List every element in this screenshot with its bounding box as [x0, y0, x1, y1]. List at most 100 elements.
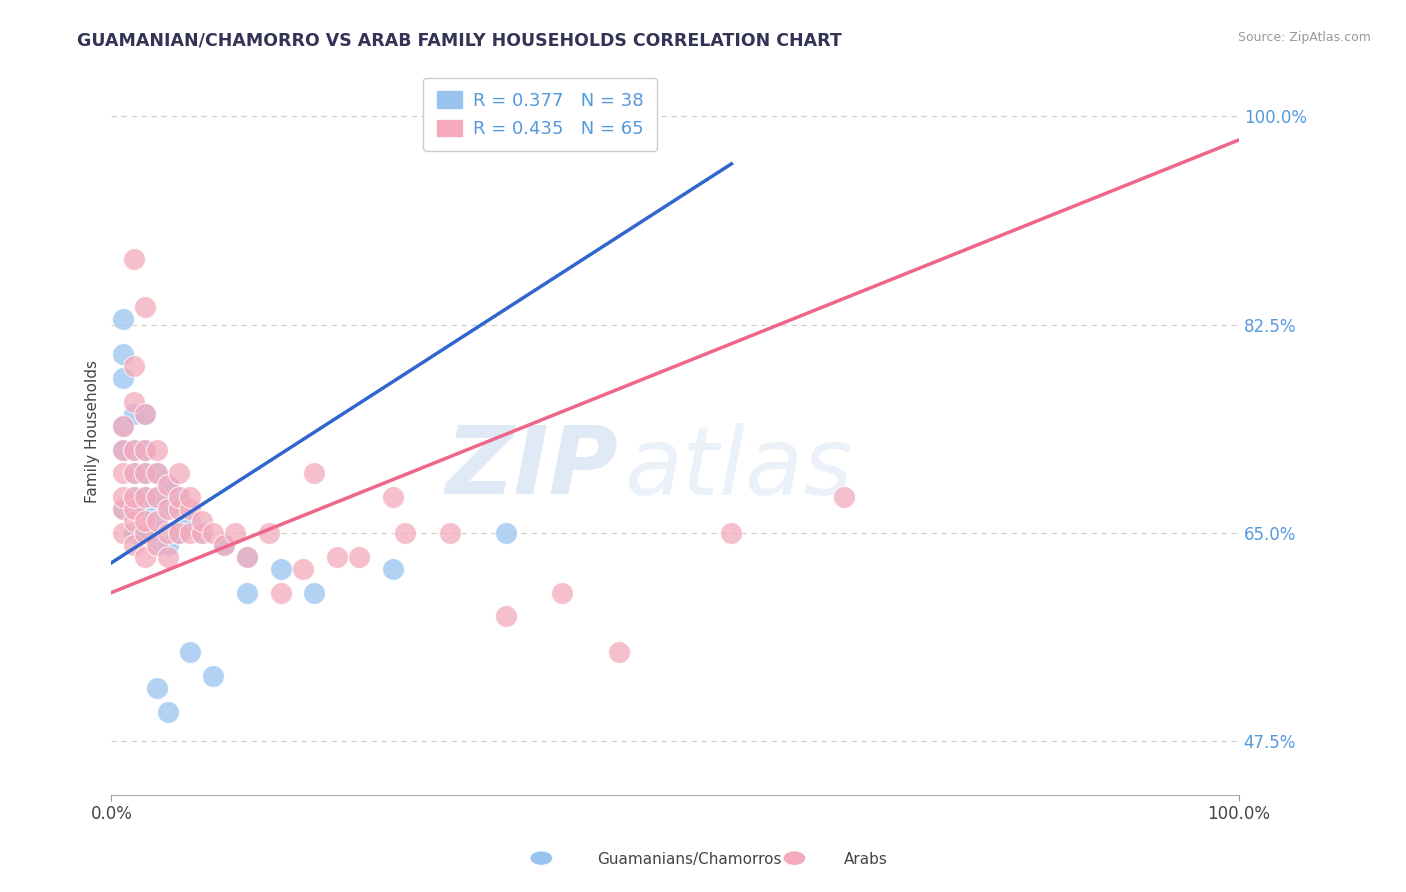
Point — [201, 669, 224, 683]
Point — [134, 549, 156, 564]
Point — [134, 300, 156, 314]
Point — [111, 502, 134, 516]
Point — [156, 526, 179, 541]
Point — [122, 359, 145, 374]
Point — [145, 681, 167, 695]
Point — [179, 514, 201, 528]
Point — [134, 442, 156, 457]
Y-axis label: Family Households: Family Households — [86, 360, 100, 503]
Point — [122, 442, 145, 457]
Point — [122, 467, 145, 481]
Point — [304, 467, 326, 481]
Point — [145, 467, 167, 481]
Point — [156, 502, 179, 516]
Point — [270, 585, 292, 599]
Point — [134, 514, 156, 528]
Point — [167, 526, 190, 541]
Point — [156, 478, 179, 492]
Point — [134, 502, 156, 516]
Point — [111, 502, 134, 516]
Point — [111, 467, 134, 481]
Point — [122, 514, 145, 528]
Point — [145, 467, 167, 481]
Point — [167, 491, 190, 505]
Point — [122, 526, 145, 541]
Point — [134, 526, 156, 541]
Point — [495, 609, 517, 624]
Point — [382, 491, 405, 505]
Point — [134, 407, 156, 421]
Point — [179, 645, 201, 659]
Point — [167, 491, 190, 505]
Point — [111, 311, 134, 326]
Point — [145, 538, 167, 552]
Text: Arabs: Arabs — [844, 852, 887, 867]
Point — [235, 549, 257, 564]
Point — [134, 407, 156, 421]
Point — [326, 549, 349, 564]
Point — [495, 526, 517, 541]
Point — [134, 800, 156, 814]
Point — [122, 491, 145, 505]
Point — [156, 502, 179, 516]
Point — [212, 538, 235, 552]
Point — [212, 538, 235, 552]
Point — [111, 442, 134, 457]
Point — [720, 526, 742, 541]
Point — [167, 502, 190, 516]
Point — [111, 418, 134, 433]
Point — [145, 514, 167, 528]
Text: atlas: atlas — [624, 423, 852, 514]
Point — [304, 585, 326, 599]
Point — [111, 371, 134, 385]
Point — [134, 467, 156, 481]
Point — [145, 514, 167, 528]
Point — [122, 467, 145, 481]
Point — [156, 478, 179, 492]
Point — [190, 514, 212, 528]
Point — [201, 526, 224, 541]
Point — [122, 538, 145, 552]
Point — [156, 549, 179, 564]
Point — [122, 442, 145, 457]
Point — [179, 526, 201, 541]
Point — [111, 347, 134, 361]
Point — [122, 407, 145, 421]
Point — [122, 491, 145, 505]
Point — [111, 491, 134, 505]
Point — [134, 467, 156, 481]
Point — [832, 491, 855, 505]
Point — [292, 562, 315, 576]
Point — [111, 526, 134, 541]
Point — [145, 538, 167, 552]
Point — [122, 252, 145, 266]
Text: ZIP: ZIP — [446, 422, 619, 514]
Legend: R = 0.377   N = 38, R = 0.435   N = 65: R = 0.377 N = 38, R = 0.435 N = 65 — [423, 78, 657, 151]
Point — [122, 502, 145, 516]
Point — [224, 526, 246, 541]
Point — [122, 395, 145, 409]
Point — [145, 491, 167, 505]
Point — [394, 526, 416, 541]
Point — [156, 538, 179, 552]
Point — [111, 442, 134, 457]
Point — [551, 585, 574, 599]
Point — [134, 491, 156, 505]
Text: Guamanians/Chamorros: Guamanians/Chamorros — [598, 852, 782, 867]
Point — [134, 491, 156, 505]
Point — [134, 442, 156, 457]
Point — [145, 491, 167, 505]
Point — [235, 549, 257, 564]
Point — [439, 526, 461, 541]
Point — [349, 549, 371, 564]
Point — [156, 705, 179, 719]
Point — [111, 418, 134, 433]
Point — [257, 526, 280, 541]
Point — [179, 491, 201, 505]
Point — [167, 467, 190, 481]
Point — [270, 562, 292, 576]
Point — [179, 502, 201, 516]
Point — [145, 442, 167, 457]
Point — [382, 562, 405, 576]
Point — [190, 526, 212, 541]
